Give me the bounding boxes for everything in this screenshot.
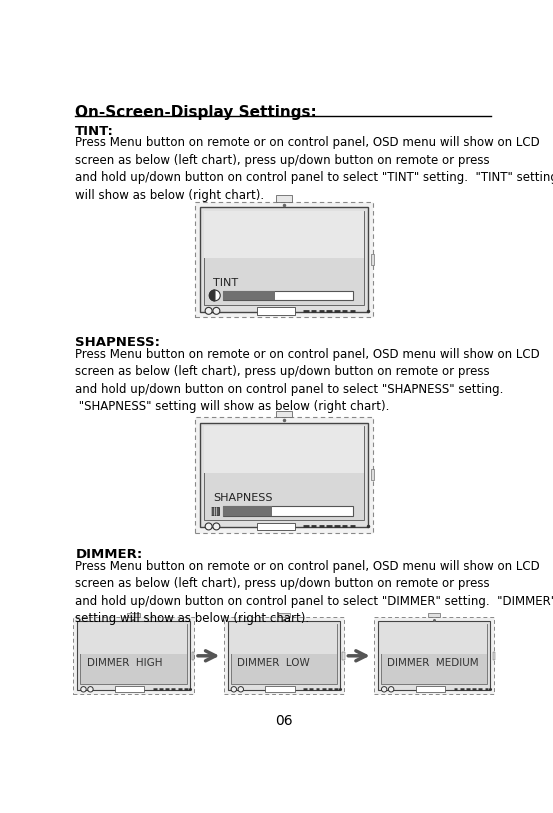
Bar: [204, 211, 364, 258]
Bar: [192, 652, 194, 659]
Bar: [231, 624, 337, 654]
Bar: [493, 652, 495, 659]
Text: SHAPNESS:: SHAPNESS:: [75, 337, 160, 350]
Bar: [428, 613, 440, 617]
Bar: [74, 617, 194, 694]
Circle shape: [382, 687, 387, 692]
Bar: [381, 624, 487, 685]
Bar: [265, 686, 295, 693]
Bar: [276, 411, 291, 417]
Bar: [200, 207, 368, 311]
Circle shape: [205, 523, 212, 530]
Bar: [222, 506, 353, 515]
Bar: [80, 624, 186, 685]
Bar: [378, 621, 491, 690]
Text: Press Menu button on remote or on control panel, OSD menu will show on LCD
scree: Press Menu button on remote or on contro…: [75, 559, 553, 625]
Text: DIMMER  HIGH: DIMMER HIGH: [87, 659, 162, 668]
Text: Press Menu button on remote or on control panel, OSD menu will show on LCD
scree: Press Menu button on remote or on contro…: [75, 348, 540, 413]
Bar: [204, 426, 364, 520]
Text: TINT:: TINT:: [75, 124, 114, 137]
Polygon shape: [210, 290, 215, 301]
Circle shape: [210, 290, 220, 301]
Bar: [278, 613, 290, 617]
Circle shape: [88, 687, 93, 692]
Bar: [127, 613, 140, 617]
Bar: [222, 506, 272, 515]
Bar: [224, 617, 344, 694]
Bar: [80, 624, 186, 654]
Text: Press Menu button on remote or on control panel, OSD menu will show on LCD
scree: Press Menu button on remote or on contro…: [75, 136, 553, 202]
Bar: [77, 621, 190, 690]
Text: TINT: TINT: [213, 278, 238, 288]
Bar: [381, 624, 487, 654]
Circle shape: [388, 687, 394, 692]
Bar: [228, 621, 340, 690]
Bar: [257, 523, 295, 530]
Circle shape: [213, 307, 220, 315]
Bar: [200, 423, 368, 527]
Bar: [374, 617, 494, 694]
Text: On-Screen-Display Settings:: On-Screen-Display Settings:: [75, 105, 317, 120]
Bar: [204, 426, 364, 473]
Text: 06: 06: [275, 714, 293, 728]
Bar: [222, 291, 275, 300]
Bar: [257, 307, 295, 315]
Bar: [204, 211, 364, 305]
Bar: [195, 202, 373, 317]
Text: SHAPNESS: SHAPNESS: [213, 493, 273, 503]
Text: DIMMER:: DIMMER:: [75, 548, 143, 561]
Bar: [342, 652, 345, 659]
Circle shape: [213, 523, 220, 530]
Bar: [115, 686, 144, 693]
Circle shape: [238, 687, 243, 692]
Bar: [222, 291, 353, 300]
Bar: [372, 254, 374, 265]
Bar: [231, 624, 337, 685]
Circle shape: [81, 687, 86, 692]
Circle shape: [205, 307, 212, 315]
Text: DIMMER  MEDIUM: DIMMER MEDIUM: [387, 659, 479, 668]
Bar: [372, 469, 374, 480]
Bar: [276, 195, 291, 202]
Circle shape: [231, 687, 237, 692]
Text: DIMMER  LOW: DIMMER LOW: [237, 659, 310, 668]
Bar: [211, 507, 218, 515]
Bar: [415, 686, 445, 693]
Bar: [195, 417, 373, 533]
